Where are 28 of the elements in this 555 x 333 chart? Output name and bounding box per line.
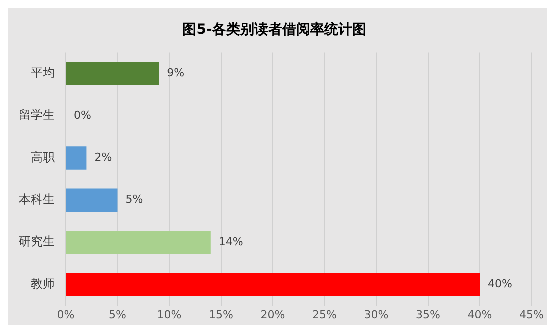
x-tick-label: 40% xyxy=(468,308,492,322)
data-label: 9% xyxy=(167,66,185,80)
x-tick-label: 45% xyxy=(520,308,544,322)
data-label: 40% xyxy=(488,278,512,291)
x-tick-label: 0% xyxy=(57,308,75,322)
x-tick-label: 30% xyxy=(364,308,389,322)
y-tick-label: 平均 xyxy=(31,66,55,80)
data-label: 2% xyxy=(94,151,112,164)
bar xyxy=(66,188,118,212)
x-tick-label: 20% xyxy=(260,308,286,322)
y-tick-label: 本科生 xyxy=(19,192,55,207)
x-tick-label: 25% xyxy=(312,308,337,322)
data-label: 5% xyxy=(126,193,144,206)
x-tick-label: 35% xyxy=(416,308,440,322)
x-tick-label: 5% xyxy=(109,308,126,322)
x-tick-label: 15% xyxy=(209,308,234,322)
chart-title: 图5-各类别读者借阅率统计图 xyxy=(182,21,366,38)
y-tick-label: 留学生 xyxy=(19,108,55,122)
bar xyxy=(66,273,480,296)
y-tick-label: 研究生 xyxy=(19,234,55,249)
bar xyxy=(66,62,160,86)
y-tick-label: 教师 xyxy=(31,276,55,291)
bar xyxy=(66,230,211,254)
x-tick-label: 10% xyxy=(157,308,182,322)
bar xyxy=(66,146,87,170)
data-label: 0% xyxy=(74,108,92,122)
y-tick-label: 高职 xyxy=(31,150,55,164)
data-label: 14% xyxy=(218,235,244,248)
